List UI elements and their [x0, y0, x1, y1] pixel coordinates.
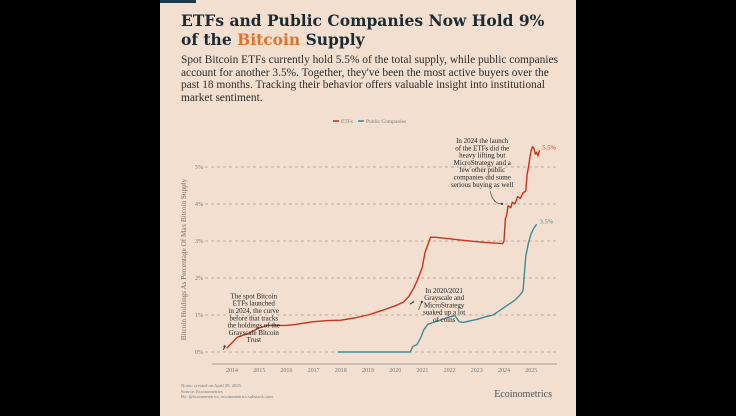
chart-title: ETFs and Public Companies Now Hold 9% of… [181, 11, 561, 49]
annotation-text: of the ETFs did the [455, 144, 509, 152]
legend-label-public-companies: Public Companies [366, 119, 406, 125]
annotation-text: in 2024, the curve [228, 307, 279, 315]
y-tick-label: 2% [195, 276, 203, 282]
annotation-text: ETFs launched [233, 300, 276, 308]
x-tick-label: 2021 [416, 368, 428, 374]
chart-subtitle: Spot Bitcoin ETFs currently hold 5.5% of… [181, 54, 558, 104]
y-tick-label: 3% [195, 239, 203, 245]
annotation-arrow [223, 346, 226, 351]
x-tick-label: 2017 [308, 368, 320, 374]
x-tick-label: 2022 [444, 368, 456, 374]
footer-note: Notes: created on April 29, 2025 [181, 383, 241, 388]
x-tick-label: 2020 [389, 368, 401, 374]
end-label-public-companies: 3.5% [540, 218, 554, 225]
annotation-text: In 2020/2021 [425, 287, 463, 295]
annotation-text: heavy lifting but [459, 152, 505, 160]
annotation-text: soaked up a lot [423, 309, 465, 317]
title-line-1: ETFs and Public Companies Now Hold 9% [181, 11, 545, 30]
series-line-etfs [226, 146, 541, 349]
footer-by: By: @ecoinometrics, ecoinometrics.substa… [181, 394, 273, 400]
title-highlight: Bitcoin [237, 30, 301, 49]
title-line-2-prefix: of the [181, 30, 238, 49]
annotation-arrowhead [223, 345, 226, 348]
brand-logo: Ecoinometrics [494, 389, 552, 400]
y-axis-label: Bitcoin Holdings As Percentage Of Max Bi… [180, 178, 188, 340]
x-tick-label: 2024 [498, 368, 510, 374]
y-tick-label: 1% [195, 313, 203, 319]
annotation-text: before that tracks [229, 314, 278, 322]
x-tick-label: 2023 [471, 368, 483, 374]
x-tick-label: 2015 [253, 368, 265, 374]
annotation-arrow [409, 300, 415, 305]
title-line-2-suffix: Supply [300, 30, 365, 49]
series-line-public-companies [338, 223, 538, 353]
x-tick-label: 2016 [280, 368, 292, 374]
x-tick-label: 2025 [525, 368, 537, 374]
annotation-arrow [418, 301, 423, 310]
annotation-text: Grayscale Bitcoin [229, 329, 280, 337]
annotation-text: serious buying as well [451, 181, 513, 189]
x-tick-label: 2018 [335, 368, 347, 374]
y-tick-label: 0% [195, 350, 203, 356]
top-accent-bar [160, 0, 196, 3]
footer-notes: Notes: created on April 29, 2025 Source:… [181, 383, 273, 400]
annotation-text: The spot Bitcoin [230, 292, 277, 300]
annotation-text: MicroStrategy [424, 301, 465, 309]
annotation-arrow [489, 190, 503, 205]
y-tick-label: 4% [195, 202, 203, 208]
annotation-text: few other public [459, 166, 505, 174]
x-tick-label: 2014 [226, 368, 238, 374]
annotation-text: of coins [433, 316, 456, 324]
legend-label-etfs: ETFs [341, 119, 353, 125]
end-label-etfs: 5.5% [542, 144, 556, 151]
annotation-text: Grayscale and [424, 294, 464, 302]
footer-source: Source: Ecoinometrics [181, 388, 223, 394]
annotation-text: In 2024 the launch [456, 137, 509, 145]
annotation-arrowhead [420, 300, 423, 303]
y-tick-label: 5% [195, 165, 203, 171]
annotation-text: the holdings of the [228, 322, 280, 330]
annotation-arrowhead [500, 202, 504, 205]
annotation-text: companies did some [454, 173, 511, 181]
annotation-text: MicroStrategy and a [454, 159, 512, 167]
annotation-text: Trust [246, 336, 261, 344]
x-tick-label: 2019 [362, 368, 374, 374]
chart-card: ETFs and Public Companies Now Hold 9% of… [160, 0, 576, 416]
